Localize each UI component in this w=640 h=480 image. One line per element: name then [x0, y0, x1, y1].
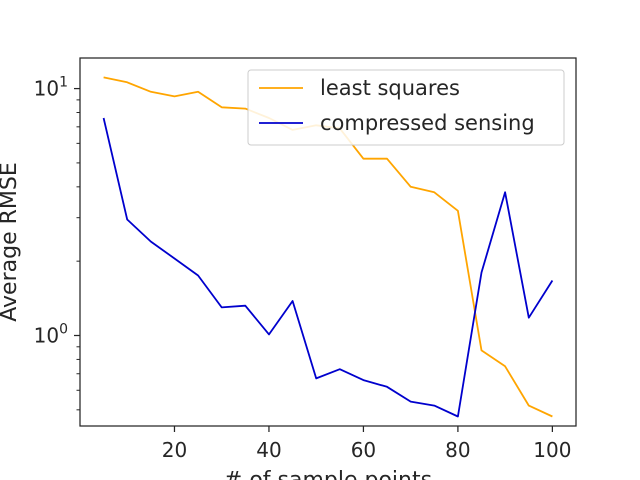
- data-point-least-squares: [481, 349, 483, 351]
- data-point-compressed-sensing: [433, 405, 435, 407]
- y-tick-label: 100: [34, 321, 68, 347]
- legend-label-compressed-sensing: compressed sensing: [320, 111, 535, 135]
- data-point-compressed-sensing: [315, 377, 317, 379]
- data-point-least-squares: [386, 158, 388, 160]
- data-point-compressed-sensing: [244, 305, 246, 307]
- ticks-layer: 20 40 60 80 100 100 101: [34, 75, 572, 462]
- axes-frame: [79, 57, 577, 427]
- data-point-least-squares: [197, 91, 199, 93]
- data-point-compressed-sensing: [103, 117, 105, 119]
- data-point-least-squares: [244, 108, 246, 110]
- data-point-compressed-sensing: [410, 401, 412, 403]
- x-tick-label: 80: [445, 438, 470, 462]
- x-tick-label: 40: [256, 438, 281, 462]
- data-point-compressed-sensing: [528, 317, 530, 319]
- data-point-compressed-sensing: [339, 368, 341, 370]
- data-point-compressed-sensing: [551, 280, 553, 282]
- data-point-compressed-sensing: [481, 272, 483, 274]
- data-point-least-squares: [362, 158, 364, 160]
- data-point-compressed-sensing: [268, 333, 270, 335]
- data-point-least-squares: [126, 81, 128, 83]
- data-point-compressed-sensing: [197, 275, 199, 277]
- legend-box: [247, 69, 565, 146]
- data-point-least-squares: [504, 365, 506, 367]
- data-point-compressed-sensing: [386, 386, 388, 388]
- x-axis-label: # of sample points: [224, 468, 432, 480]
- data-point-least-squares: [551, 416, 553, 418]
- data-point-least-squares: [457, 210, 459, 212]
- data-point-compressed-sensing: [292, 300, 294, 302]
- data-point-compressed-sensing: [457, 416, 459, 418]
- legend-label-least-squares: least squares: [320, 76, 460, 100]
- legend: least squares compressed sensing: [247, 69, 565, 146]
- y-tick-label: 101: [34, 75, 68, 101]
- data-point-compressed-sensing: [126, 219, 128, 221]
- x-tick-label: 60: [351, 438, 376, 462]
- data-point-least-squares: [528, 405, 530, 407]
- data-point-compressed-sensing: [174, 258, 176, 260]
- data-point-least-squares: [410, 186, 412, 188]
- y-axis-label: Average RMSE: [0, 162, 22, 321]
- data-point-compressed-sensing: [504, 191, 506, 193]
- data-point-least-squares: [221, 106, 223, 108]
- x-tick-label: 20: [162, 438, 187, 462]
- data-point-least-squares: [103, 76, 105, 78]
- data-point-least-squares: [174, 95, 176, 97]
- data-point-least-squares: [433, 191, 435, 193]
- series-line-compressed-sensing: [102, 117, 554, 418]
- data-point-compressed-sensing: [150, 241, 152, 243]
- data-point-least-squares: [150, 91, 152, 93]
- data-point-compressed-sensing: [221, 306, 223, 308]
- x-tick-label: 100: [533, 438, 571, 462]
- data-point-compressed-sensing: [362, 379, 364, 381]
